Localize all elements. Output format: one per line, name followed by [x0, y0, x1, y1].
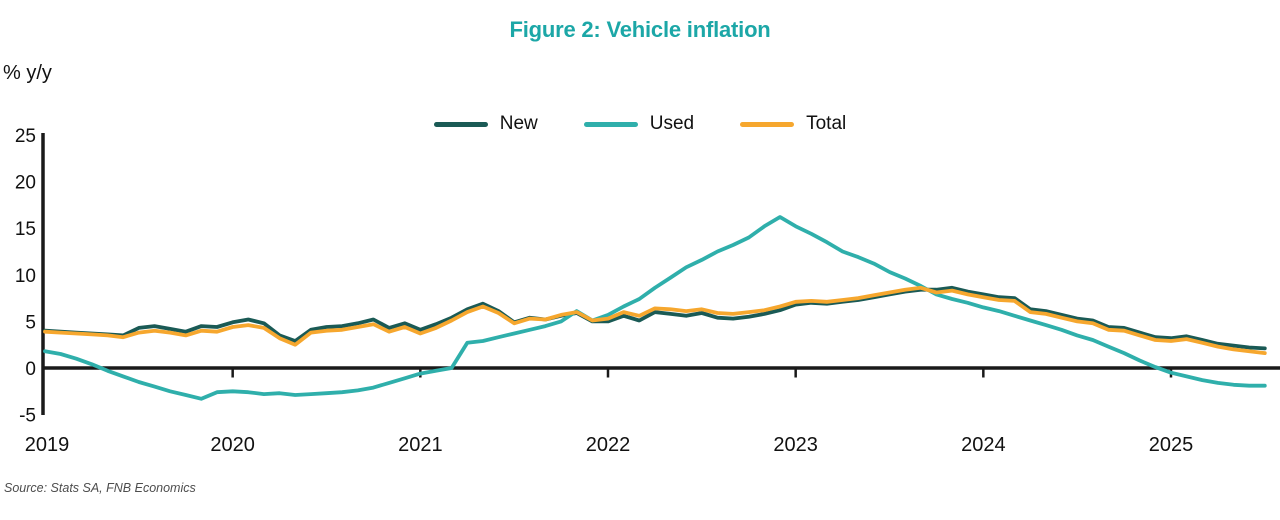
x-axis-tick-label: 2025	[1149, 434, 1194, 456]
x-axis-tick-label: 2021	[398, 434, 443, 456]
x-axis-tick-label: 2020	[210, 434, 255, 456]
legend-swatch-total	[740, 121, 795, 127]
source-note: Source: Stats SA, FNB Economics	[4, 481, 196, 495]
legend-item-used: Used	[583, 113, 695, 135]
chart-legend: New Used Total	[0, 108, 1280, 140]
series-line-new	[43, 285, 1267, 351]
series-line-used	[43, 215, 1267, 401]
legend-label-new: New	[499, 113, 538, 134]
legend-item-total: Total	[740, 113, 846, 135]
legend-swatch-new	[433, 121, 488, 127]
y-axis-unit-label: % y/y	[3, 62, 52, 84]
series-line-total	[43, 285, 1267, 356]
y-axis-tick-label: -5	[19, 406, 36, 427]
legend-item-new: New	[433, 113, 538, 135]
x-axis-tick-label: 2023	[773, 434, 818, 456]
legend-label-total: Total	[806, 113, 847, 134]
y-axis-tick-label: 25	[15, 126, 36, 147]
x-axis-tick-label: 2022	[586, 434, 631, 456]
y-axis-tick-label: 15	[15, 219, 36, 240]
legend-label-used: Used	[649, 113, 695, 134]
chart-title: Figure 2: Vehicle inflation	[509, 17, 771, 42]
y-axis-tick-label: 20	[15, 173, 36, 194]
y-axis-tick-label: 0	[25, 359, 36, 380]
y-axis-tick-label: 10	[15, 266, 36, 287]
legend-swatch-used	[583, 121, 638, 127]
x-axis-tick-label: 2019	[25, 434, 70, 456]
y-axis-tick-label: 5	[25, 312, 36, 333]
x-axis-tick-label: 2024	[961, 434, 1006, 456]
